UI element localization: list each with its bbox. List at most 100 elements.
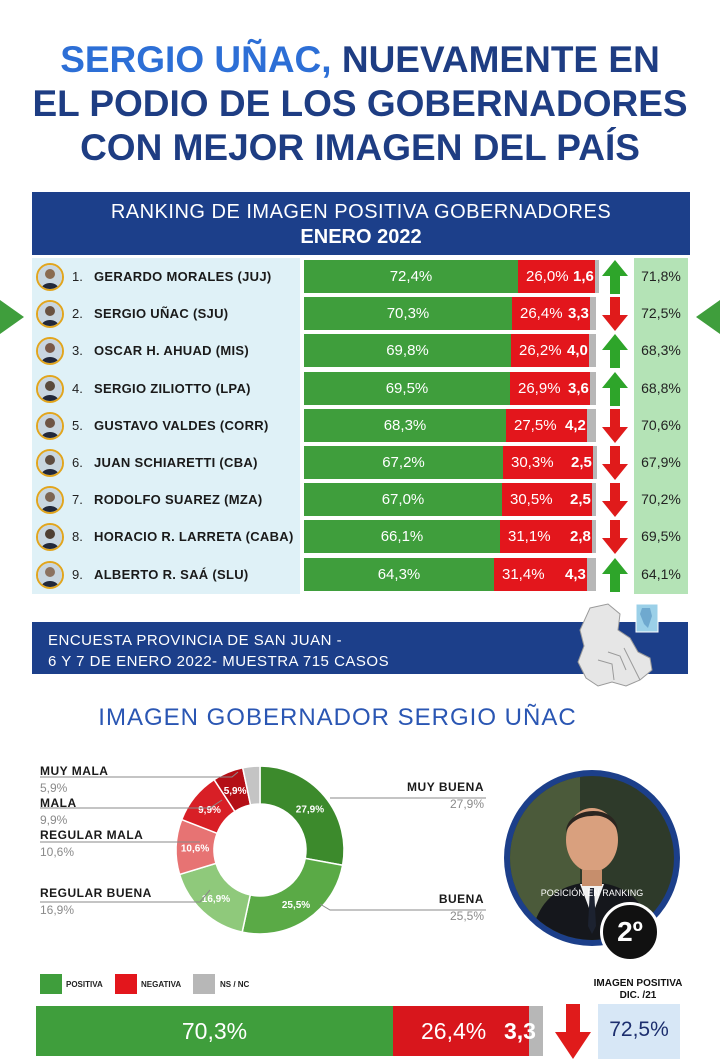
donut-leader-lines: [40, 771, 486, 911]
previous-value: 64,1%: [641, 566, 681, 582]
legend-positive-swatch: [40, 974, 62, 994]
summary-previous-title: IMAGEN POSITIVA DIC. /21: [586, 978, 690, 1002]
previous-value: 68,3%: [641, 342, 681, 358]
ranking-banner: RANKING DE IMAGEN POSITIVA GOBERNADORES …: [32, 192, 690, 255]
governor-image-donut-chart: 27,9% 25,5% 16,9% 10,6% 9,9%5,9%: [175, 765, 345, 935]
governor-name: JUAN SCHIARETTI (CBA): [94, 455, 258, 470]
nsnc-label: 1,6: [573, 268, 594, 285]
summary-negative-bar: 26,4%: [393, 1006, 529, 1056]
nsnc-label: 2,5: [571, 454, 592, 471]
nsnc-label: 2,5: [570, 491, 591, 508]
survey-line-2: 6 Y 7 DE ENERO 2022- MUESTRA 715 CASOS: [48, 653, 390, 670]
governor-name: RODOLFO SUAREZ (MZA): [94, 492, 263, 507]
governor-name: HORACIO R. LARRETA (CABA): [94, 529, 294, 544]
trend-up-arrow-icon: [602, 558, 628, 592]
donut-slice-value-label: 9,9%: [198, 805, 221, 816]
negative-bar: 31,1%: [500, 520, 592, 553]
governor-avatar: [36, 449, 64, 477]
positive-bar: 70,3%: [304, 297, 512, 330]
governor-avatar: [36, 523, 64, 551]
nsnc-label: 4,2: [565, 417, 586, 434]
governor-avatar: [36, 337, 64, 365]
nsnc-bar: [590, 372, 596, 405]
nsnc-bar: [587, 409, 596, 442]
trend-up-arrow-icon: [602, 260, 628, 294]
headline: SERGIO UÑAC, NUEVAMENTE EN EL PODIO DE L…: [0, 38, 720, 170]
trend-down-arrow-icon: [602, 409, 628, 443]
summary-previous-title-1: IMAGEN POSITIVA: [593, 978, 683, 989]
trend-up-arrow-icon: [602, 372, 628, 406]
positive-bar: 68,3%: [304, 409, 506, 442]
governor-avatar: [36, 300, 64, 328]
highlight-pointer-left-icon: [0, 300, 24, 334]
nsnc-bar: [590, 297, 596, 330]
trend-down-arrow-icon: [602, 483, 628, 517]
previous-values-column: [634, 258, 688, 594]
rank-number: 7.: [72, 492, 83, 507]
donut-category-value: 16,9%: [40, 903, 75, 917]
previous-value: 67,9%: [641, 454, 681, 470]
previous-value: 70,2%: [641, 491, 681, 507]
donut-slice-value-label: 10,6%: [181, 844, 209, 855]
nsnc-label: 4,0: [567, 342, 588, 359]
ranking-row: 8. HORACIO R. LARRETA (CABA): [32, 520, 300, 555]
summary-trend-down-arrow-icon: [555, 1004, 591, 1059]
survey-line-1: ENCUESTA PROVINCIA DE SAN JUAN -: [48, 632, 343, 649]
ranking-row: 5. GUSTAVO VALDES (CORR): [32, 409, 300, 444]
governor-chart-title: IMAGEN GOBERNADOR SERGIO UÑAC: [98, 704, 577, 731]
donut-slice-value-label: 25,5%: [282, 900, 310, 911]
donut-category-label: MALA: [40, 796, 77, 810]
donut-category-value: 5,9%: [40, 781, 68, 795]
rank-number: 4.: [72, 381, 83, 396]
nsnc-label: 4,3: [565, 566, 586, 583]
summary-previous-title-2: DIC. /21: [619, 990, 657, 1001]
ranking-subtitle: ENERO 2022: [300, 226, 422, 248]
nsnc-bar: [592, 483, 596, 516]
donut-category-value: 9,9%: [40, 813, 68, 827]
governor-name: SERGIO ZILIOTTO (LPA): [94, 381, 251, 396]
positive-bar: 72,4%: [304, 260, 518, 293]
legend-nsnc-label: NS / NC: [220, 980, 250, 989]
ranking-row: 2. SERGIO UÑAC (SJU): [32, 297, 300, 332]
negative-bar: 30,3%: [503, 446, 593, 479]
donut-slice-muy-buena: [259, 765, 345, 867]
nsnc-label: 3,6: [568, 380, 589, 397]
donut-category-value: 27,9%: [449, 797, 484, 811]
ranking-position-badge: 2º: [600, 902, 660, 962]
survey-banner: ENCUESTA PROVINCIA DE SAN JUAN - 6 Y 7 D…: [32, 622, 688, 674]
highlight-pointer-right-icon: [696, 300, 720, 334]
summary-nsnc-label: 3,3: [504, 1018, 536, 1044]
ranking-row: 4. SERGIO ZILIOTTO (LPA): [32, 372, 300, 407]
governor-avatar: [36, 486, 64, 514]
donut-slice-value-label: 5,9%: [224, 786, 247, 797]
negative-bar: 26,2%: [511, 334, 589, 367]
donut-category-label: REGULAR MALA: [40, 828, 144, 842]
nsnc-bar: [589, 334, 596, 367]
previous-value: 72,5%: [641, 305, 681, 321]
headline-line-1: SERGIO UÑAC, NUEVAMENTE EN: [0, 38, 720, 82]
rank-number: 1.: [72, 269, 83, 284]
legend-negative-swatch: [115, 974, 137, 994]
governor-portrait-icon: [510, 776, 674, 940]
governor-avatar: [36, 561, 64, 589]
summary-previous-value: 72,5%: [598, 1004, 680, 1059]
governor-avatar: [36, 263, 64, 291]
positive-bar: 69,8%: [304, 334, 511, 367]
rank-number: 5.: [72, 418, 83, 433]
donut-category-label: MUY MALA: [40, 764, 109, 778]
donut-slice-ns-nc: [241, 765, 261, 806]
negative-bar: 26,4%: [512, 297, 590, 330]
positive-bar: 64,3%: [304, 558, 494, 591]
governor-avatar: [36, 375, 64, 403]
previous-value: 69,5%: [641, 528, 681, 544]
positive-bar: 67,2%: [304, 446, 503, 479]
legend-negative-label: NEGATIVA: [141, 980, 182, 989]
donut-category-label: BUENA: [438, 892, 484, 906]
governor-name: ALBERTO R. SAÁ (SLU): [94, 567, 249, 582]
negative-bar: 26,9%: [510, 372, 590, 405]
governor-photo: POSICIÓN EN RANKING 2º: [504, 770, 680, 962]
nsnc-label: 3,3: [568, 305, 589, 322]
previous-value: 71,8%: [641, 268, 681, 284]
nsnc-bar: [587, 558, 596, 591]
san-juan-map-icon: [577, 603, 659, 687]
